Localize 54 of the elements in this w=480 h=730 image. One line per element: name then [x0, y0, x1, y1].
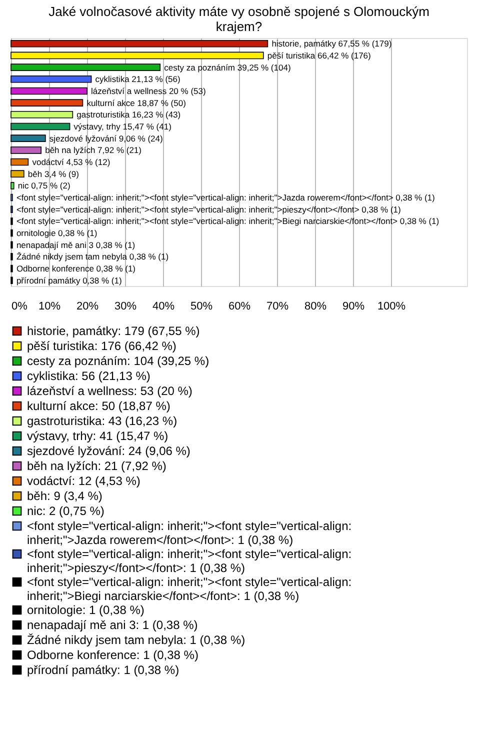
legend-label: ornitologie: 1 (0,38 %): [27, 603, 144, 617]
x-tick-label: 60%: [228, 300, 251, 312]
legend-label: běh na lyžích: 21 (7,92 %): [27, 459, 166, 473]
legend-label: <font style="vertical-align: inherit;"><font style="vertical-align: inherit;">Biegi narciarskie</font></font>: 1 (0,38 %): [27, 575, 352, 603]
category-label: ornitologie 0,38 % (1): [16, 228, 98, 238]
category-label: vodáctví 4,53 % (12): [32, 157, 110, 167]
x-tick-label: 80%: [304, 300, 327, 312]
legend-label: kulturní akce: 50 (18,87 %): [27, 399, 170, 413]
category-label: nic 0,75 % (2): [18, 180, 70, 191]
legend-label: historie, památky: 179 (67,55 %): [27, 324, 200, 338]
category-label: přírodní památky 0,38 % (1): [16, 275, 122, 286]
x-tick-label: 0%: [12, 300, 28, 312]
category-label: <font style="vertical-align: inherit;"><font style="vertical-align: inherit;">pieszy</font></font> 0,38 % (1): [16, 204, 401, 214]
legend-label: nenapadají mě ani 3: 1 (0,38 %): [27, 618, 198, 632]
category-label: běh na lyžích 7,92 % (21): [45, 145, 142, 156]
legend-label: pěší turistika: 176 (66,42 %): [27, 339, 176, 353]
x-tick-label: 50%: [190, 300, 213, 312]
legend-label: nic: 2 (0,75 %): [27, 504, 104, 518]
category-label: lázeňství a wellness 20 % (53): [91, 86, 206, 96]
x-tick-label: 20%: [76, 300, 99, 312]
category-label: gastroturistika 16,23 % (43): [76, 110, 181, 120]
legend-label: Žádné nikdy jsem tam nebyla: 1 (0,38 %): [27, 633, 246, 647]
category-label: běh 3,4 % (9): [28, 168, 79, 179]
category-label: Žádné nikdy jsem tam nebyla 0,38 % (1): [16, 252, 169, 262]
legend-label: vodáctví: 12 (4,53 %): [27, 474, 140, 488]
chart-title: Jaké volnočasové aktivity máte vy osobně spojené s Olomouckým krajem?: [48, 4, 430, 34]
category-label: <font style="vertical-align: inherit;"><font style="vertical-align: inherit;">Jazda rowerem</font></font> 0,38 % (1): [16, 192, 435, 203]
category-label: výstavy, trhy 15,47 % (41): [74, 121, 172, 132]
x-tick-label: 70%: [266, 300, 289, 312]
legend-label: <font style="vertical-align: inherit;"><font style="vertical-align: inherit;">Jazda rowerem</font></font>: 1 (0,38 %): [27, 519, 352, 547]
category-label: historie, památky 67,55 % (179): [272, 38, 392, 49]
category-label: nenapadají mě ani 3 0,38 % (1): [16, 240, 136, 250]
legend-label: sjezdové lyžování: 24 (9,06 %): [27, 444, 190, 458]
x-tick-label: 90%: [342, 300, 365, 312]
category-label: <font style="vertical-align: inherit;"><font style="vertical-align: inherit;">Biegi narciarskie</font></font> 0,38 % (1): [16, 216, 440, 226]
category-label: cyklistika 21,13 % (56): [95, 74, 180, 84]
category-label: kulturní akce 18,87 % (50): [86, 98, 186, 108]
legend-label: výstavy, trhy: 41 (15,47 %): [27, 429, 168, 443]
legend-label: cesty za poznáním: 104 (39,25 %): [27, 354, 210, 368]
x-tick-label: 100%: [377, 300, 406, 312]
category-label: pěší turistika 66,42 % (176): [267, 50, 371, 60]
legend-label: gastroturistika: 43 (16,23 %): [27, 414, 178, 428]
legend-label: přírodní památky: 1 (0,38 %): [27, 663, 180, 677]
category-label: cesty za poznáním 39,25 % (104): [164, 62, 291, 72]
x-tick-label: 30%: [114, 300, 137, 312]
category-label: Odborne konference 0,38 % (1): [16, 264, 136, 274]
x-tick-label: 10%: [38, 300, 61, 312]
legend-label: lázeňství a wellness: 53 (20 %): [27, 384, 192, 398]
legend-label: cyklistika: 56 (21,13 %): [27, 369, 150, 383]
x-tick-label: 40%: [152, 300, 175, 312]
legend-label: Odborne konference: 1 (0,38 %): [27, 648, 198, 662]
category-label: sjezdové lyžování 9,06 % (24): [49, 133, 163, 144]
legend-label: běh: 9 (3,4 %): [27, 489, 102, 503]
legend-label: <font style="vertical-align: inherit;"><font style="vertical-align: inherit;">pieszy</font></font>: 1 (0,38 %): [27, 547, 352, 575]
